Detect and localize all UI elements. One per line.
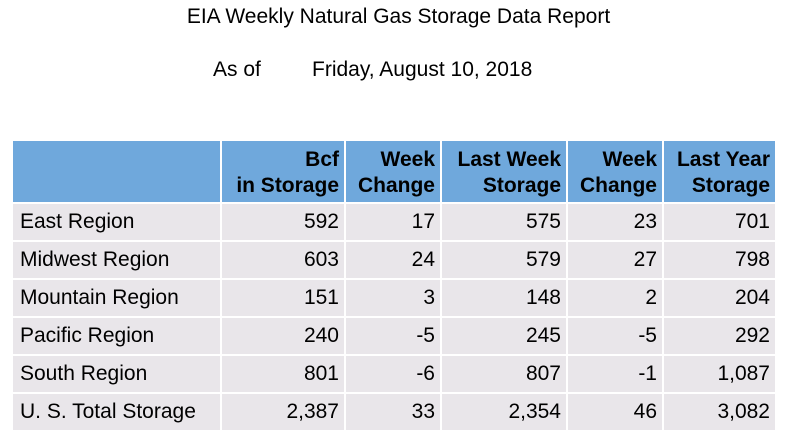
last-week-storage-cell: 245 — [442, 318, 566, 354]
last-week-storage-cell: 807 — [442, 356, 566, 392]
last-year-storage-cell: 3,082 — [664, 394, 775, 430]
bcf-in-storage-cell: 801 — [222, 356, 344, 392]
header-line: Change — [357, 173, 435, 197]
table-row: East Region 592 17 575 23 701 — [13, 204, 775, 240]
header-last-week-storage: Last Week Storage — [442, 141, 566, 202]
last-week-storage-cell: 2,354 — [442, 394, 566, 430]
last-week-storage-cell: 575 — [442, 204, 566, 240]
last-year-storage-cell: 701 — [664, 204, 775, 240]
week-change-cell: -5 — [346, 318, 440, 354]
report-title: EIA Weekly Natural Gas Storage Data Repo… — [186, 5, 611, 28]
week-change-cell: 24 — [346, 242, 440, 278]
header-line: Last Week — [457, 147, 562, 171]
bcf-in-storage-cell: 603 — [222, 242, 344, 278]
last-year-storage-cell: 1,087 — [664, 356, 775, 392]
header-bcf-in-storage: Bcf in Storage — [222, 141, 344, 202]
bcf-in-storage-cell: 240 — [222, 318, 344, 354]
header-line: Week — [380, 147, 435, 171]
header-line: in Storage — [236, 173, 339, 197]
header-line: Storage — [482, 173, 561, 197]
last-year-storage-cell: 204 — [664, 280, 775, 316]
prior-week-change-cell: 23 — [568, 204, 662, 240]
week-change-cell: 33 — [346, 394, 440, 430]
table-row-total: U. S. Total Storage 2,387 33 2,354 46 3,… — [13, 394, 775, 430]
region-name: Pacific Region — [13, 318, 220, 354]
prior-week-change-cell: 27 — [568, 242, 662, 278]
header-line: Last Year — [676, 147, 770, 171]
region-name: U. S. Total Storage — [13, 394, 220, 430]
table-header-row: Bcf in Storage Week Change Last Week Sto… — [13, 141, 775, 202]
prior-week-change-cell: 46 — [568, 394, 662, 430]
week-change-cell: 3 — [346, 280, 440, 316]
prior-week-change-cell: -1 — [568, 356, 662, 392]
region-name: Mountain Region — [13, 280, 220, 316]
table-row: Midwest Region 603 24 579 27 798 — [13, 242, 775, 278]
as-of-date: Friday, August 10, 2018 — [312, 58, 533, 81]
header-last-year-storage: Last Year Storage — [664, 141, 775, 202]
as-of-label: As of — [213, 58, 261, 81]
storage-table: Bcf in Storage Week Change Last Week Sto… — [11, 139, 777, 432]
region-name: Midwest Region — [13, 242, 220, 278]
last-year-storage-cell: 798 — [664, 242, 775, 278]
bcf-in-storage-cell: 2,387 — [222, 394, 344, 430]
table-row: South Region 801 -6 807 -1 1,087 — [13, 356, 775, 392]
bcf-in-storage-cell: 592 — [222, 204, 344, 240]
header-corner — [13, 141, 220, 202]
region-name: East Region — [13, 204, 220, 240]
header-week-change: Week Change — [346, 141, 440, 202]
week-change-cell: -6 — [346, 356, 440, 392]
bcf-in-storage-cell: 151 — [222, 280, 344, 316]
last-week-storage-cell: 579 — [442, 242, 566, 278]
header-week-change-prior: Week Change — [568, 141, 662, 202]
header-line: Storage — [691, 173, 770, 197]
table-row: Pacific Region 240 -5 245 -5 292 — [13, 318, 775, 354]
prior-week-change-cell: -5 — [568, 318, 662, 354]
last-week-storage-cell: 148 — [442, 280, 566, 316]
last-year-storage-cell: 292 — [664, 318, 775, 354]
region-name: South Region — [13, 356, 220, 392]
header-line: Week — [602, 147, 657, 171]
header-line: Change — [579, 173, 657, 197]
week-change-cell: 17 — [346, 204, 440, 240]
prior-week-change-cell: 2 — [568, 280, 662, 316]
header-line: Bcf — [305, 147, 339, 171]
table-row: Mountain Region 151 3 148 2 204 — [13, 280, 775, 316]
